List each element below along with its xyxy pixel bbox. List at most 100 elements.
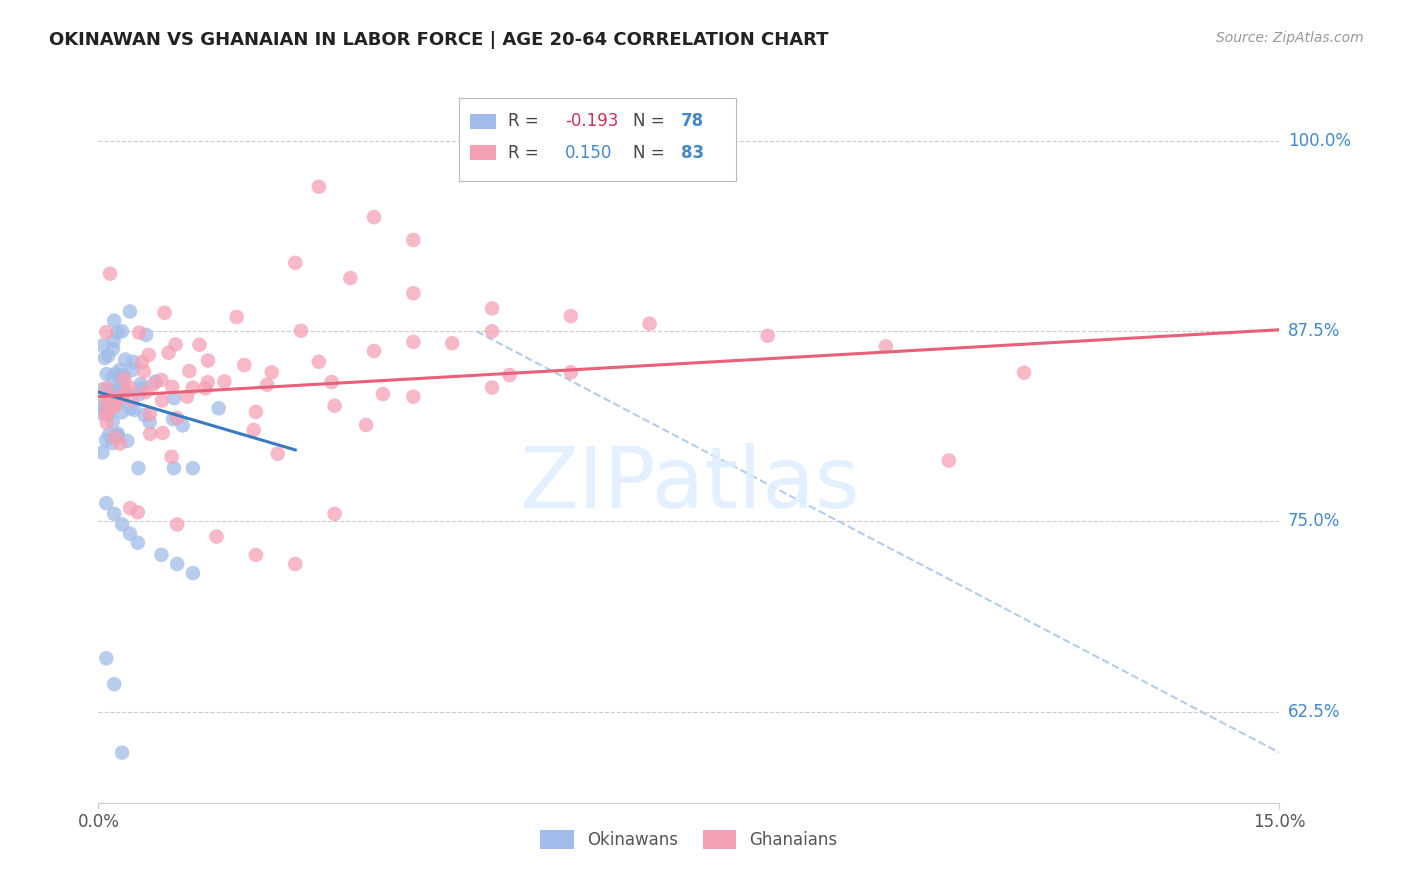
Point bbox=[197, 376, 219, 390]
Point bbox=[110, 362, 132, 376]
Point bbox=[194, 381, 217, 395]
Point bbox=[339, 271, 361, 285]
Point bbox=[163, 461, 186, 475]
Point bbox=[115, 384, 138, 398]
Point bbox=[104, 430, 127, 444]
Point bbox=[139, 407, 162, 421]
Point bbox=[101, 414, 124, 428]
Point bbox=[93, 351, 115, 365]
Point bbox=[121, 392, 143, 407]
Point bbox=[127, 505, 149, 519]
Point bbox=[323, 507, 346, 521]
Point bbox=[91, 383, 114, 397]
Point bbox=[323, 399, 346, 413]
Point bbox=[103, 313, 125, 327]
Point bbox=[363, 344, 385, 359]
Point bbox=[127, 461, 149, 475]
Point bbox=[233, 358, 256, 372]
Legend: Okinawans, Ghanaians: Okinawans, Ghanaians bbox=[533, 823, 845, 856]
Point bbox=[363, 210, 385, 224]
Text: 62.5%: 62.5% bbox=[1288, 703, 1340, 721]
Point bbox=[153, 306, 176, 320]
Point bbox=[166, 517, 188, 532]
Text: N =: N = bbox=[634, 144, 671, 161]
Point bbox=[101, 342, 124, 356]
Point bbox=[402, 390, 425, 404]
Point bbox=[117, 434, 139, 448]
Point bbox=[97, 349, 120, 363]
Point bbox=[122, 355, 145, 369]
Point bbox=[162, 380, 184, 394]
Point bbox=[225, 310, 247, 324]
Point bbox=[94, 402, 117, 417]
Point bbox=[98, 383, 121, 397]
Point bbox=[103, 334, 125, 348]
Point bbox=[481, 380, 503, 394]
Point bbox=[134, 408, 156, 422]
Point bbox=[152, 425, 174, 440]
Point bbox=[166, 557, 188, 571]
Point bbox=[96, 405, 118, 419]
Point bbox=[166, 411, 188, 425]
Point bbox=[1012, 366, 1035, 380]
Point bbox=[131, 355, 153, 369]
Point bbox=[111, 405, 134, 419]
Point bbox=[498, 368, 520, 382]
Point bbox=[132, 365, 155, 379]
Point bbox=[96, 394, 118, 409]
Point bbox=[98, 427, 121, 442]
Point bbox=[160, 450, 183, 464]
Point bbox=[104, 430, 127, 444]
Point bbox=[402, 286, 425, 301]
Point bbox=[145, 375, 167, 389]
Point bbox=[256, 377, 278, 392]
Point bbox=[560, 365, 582, 379]
Text: OKINAWAN VS GHANAIAN IN LABOR FORCE | AGE 20-64 CORRELATION CHART: OKINAWAN VS GHANAIAN IN LABOR FORCE | AG… bbox=[49, 31, 828, 49]
Point bbox=[150, 393, 173, 408]
Point bbox=[91, 445, 114, 459]
Point bbox=[111, 324, 134, 338]
Point bbox=[112, 372, 135, 386]
Point bbox=[181, 380, 204, 394]
Point bbox=[875, 339, 897, 353]
Point bbox=[308, 354, 330, 368]
Point bbox=[560, 309, 582, 323]
Point bbox=[308, 179, 330, 194]
Text: -0.193: -0.193 bbox=[565, 112, 619, 130]
Point bbox=[284, 256, 307, 270]
Point bbox=[101, 370, 124, 384]
Point bbox=[245, 548, 267, 562]
Point bbox=[103, 401, 125, 415]
Point bbox=[108, 368, 131, 383]
Point bbox=[207, 401, 229, 416]
Text: 75.0%: 75.0% bbox=[1288, 512, 1340, 531]
Point bbox=[96, 416, 118, 430]
Point bbox=[111, 390, 134, 404]
Point bbox=[97, 407, 120, 421]
Point bbox=[139, 426, 162, 441]
Point bbox=[111, 384, 134, 399]
Point bbox=[179, 364, 201, 378]
Point bbox=[96, 496, 118, 510]
Point bbox=[108, 436, 131, 450]
Point bbox=[402, 334, 425, 349]
Point bbox=[118, 526, 141, 541]
Point bbox=[104, 429, 127, 443]
Point bbox=[260, 365, 283, 379]
Point bbox=[105, 428, 128, 442]
Point bbox=[91, 407, 114, 421]
Text: R =: R = bbox=[508, 144, 544, 161]
Text: 83: 83 bbox=[681, 144, 704, 161]
Point bbox=[105, 384, 128, 398]
Point bbox=[111, 517, 134, 532]
Point bbox=[135, 327, 157, 342]
Point bbox=[135, 385, 157, 400]
Point bbox=[197, 353, 219, 368]
Point bbox=[181, 461, 204, 475]
Text: 100.0%: 100.0% bbox=[1288, 132, 1351, 150]
Point bbox=[245, 405, 267, 419]
Point bbox=[111, 377, 134, 392]
Point bbox=[112, 368, 135, 383]
Point bbox=[96, 381, 118, 395]
Point bbox=[114, 352, 136, 367]
